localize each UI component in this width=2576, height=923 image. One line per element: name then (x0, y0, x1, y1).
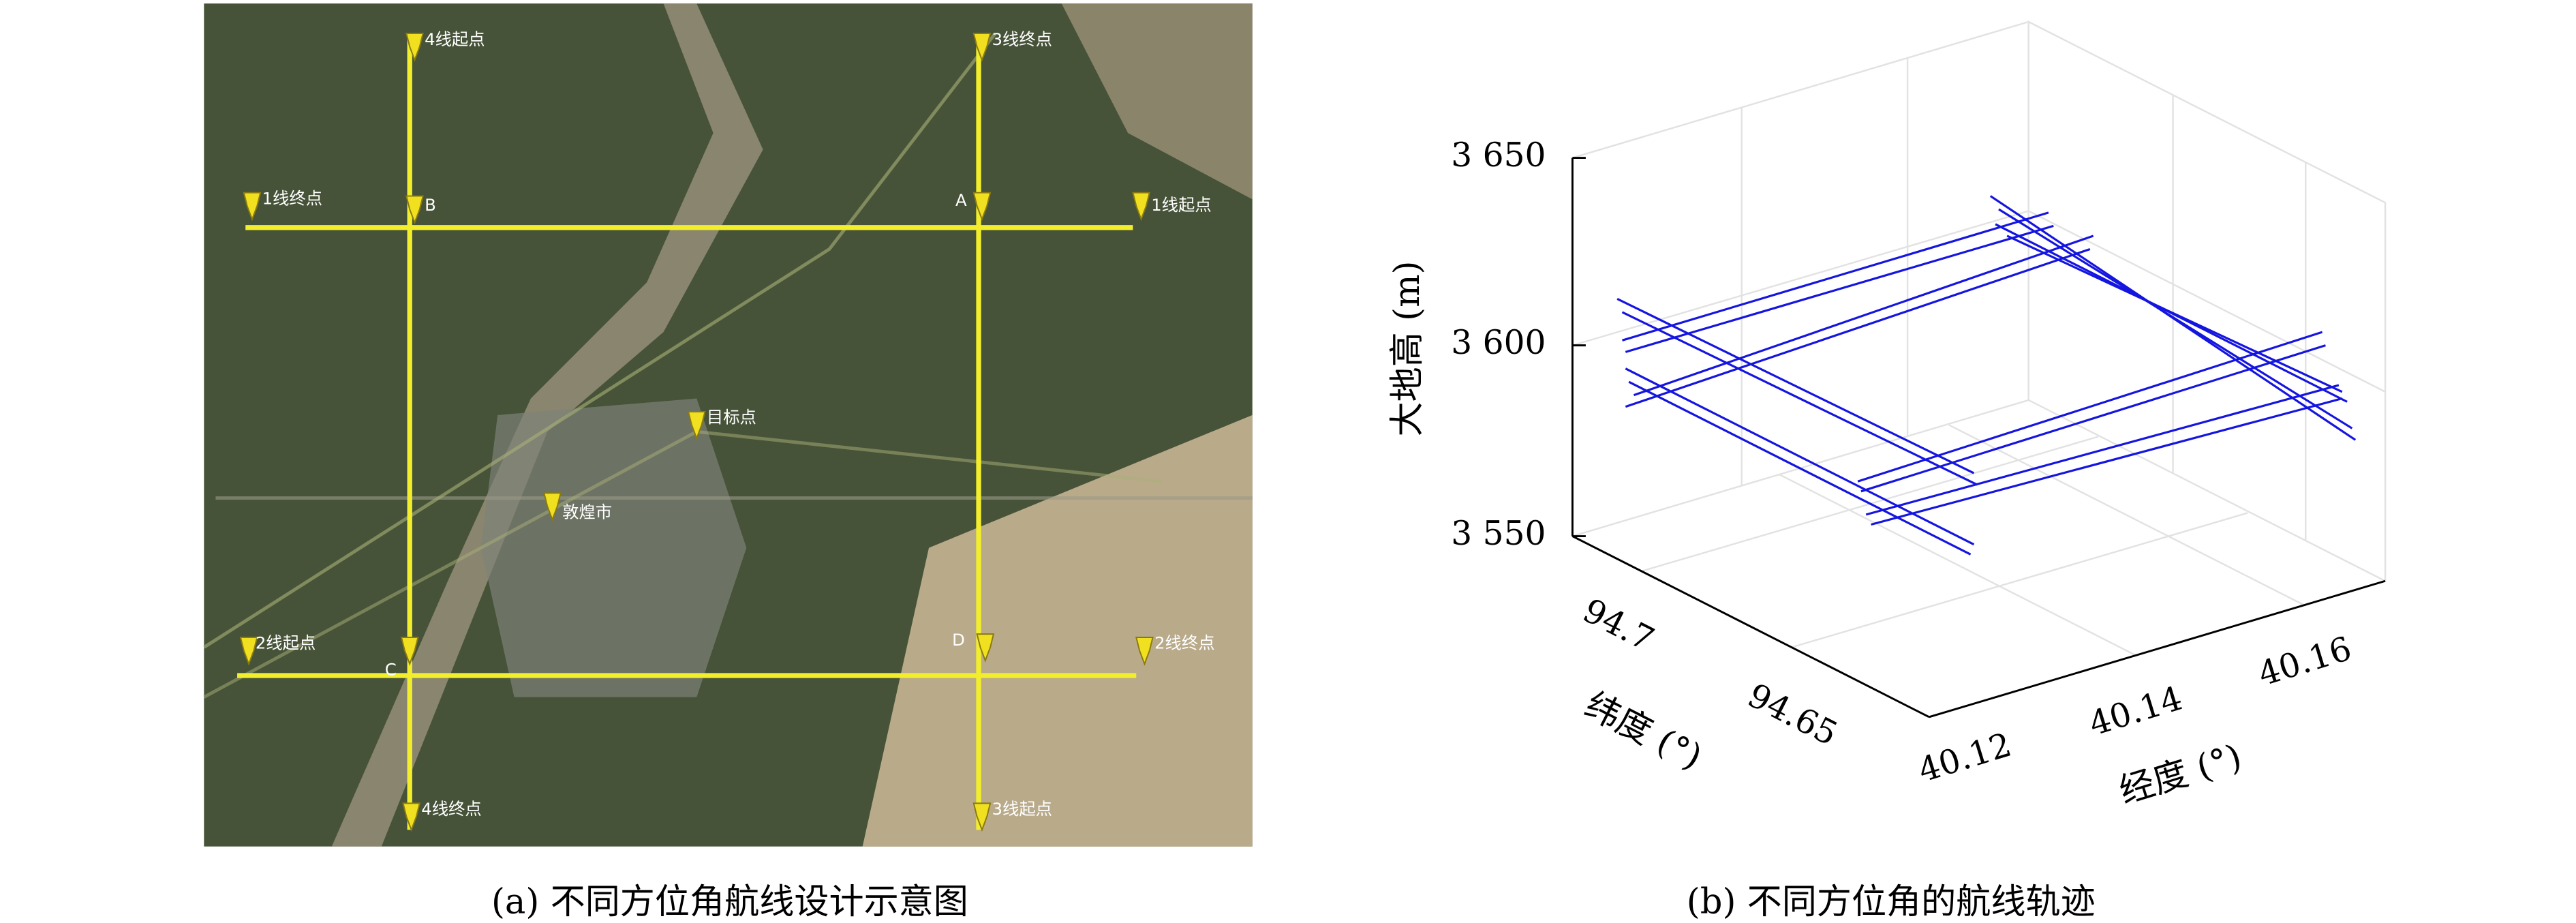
map-label: 敦煌市 (562, 502, 612, 521)
map-label: 1线起点 (1151, 195, 1211, 215)
trajectories (1616, 195, 2357, 556)
lon-tick-label: 40.14 (2085, 679, 2187, 743)
lat-axis-label: 纬度 (°) (1578, 685, 1708, 778)
map-label: 2线终点 (1154, 633, 1214, 653)
pin (972, 192, 992, 222)
map-label: C (385, 660, 397, 680)
pin (687, 411, 706, 440)
map-label: 4线起点 (425, 29, 485, 49)
pin (972, 33, 992, 62)
z-tick-label: 3 600 (1451, 324, 1546, 362)
lon-axis-label: 经度 (°) (2115, 737, 2246, 812)
map-label: 1线终点 (262, 188, 322, 208)
pin (239, 637, 258, 666)
pin (976, 633, 995, 663)
z-axis-label: 大地高 (m) (1387, 261, 1428, 437)
map-label: D (952, 630, 965, 650)
z-tick-label: 3 650 (1451, 136, 1546, 175)
lat-tick-label: 94.65 (1742, 676, 1844, 753)
map-label: B (425, 195, 436, 215)
map-label: 3线起点 (992, 799, 1052, 819)
plot-3d (1571, 20, 2387, 718)
pin (402, 802, 421, 832)
pin (400, 637, 419, 666)
pin (972, 802, 992, 832)
caption: (b) 不同方位角的航线轨迹 (1687, 882, 2096, 922)
caption: (a) 不同方位角航线设计示意图 (491, 882, 968, 922)
z-tick-label: 3 550 (1451, 515, 1546, 553)
pin (543, 492, 562, 521)
map-label: A (955, 190, 967, 210)
pin (1132, 192, 1151, 222)
map-label: 4线终点 (421, 799, 481, 819)
lat-tick-label: 94.7 (1577, 592, 1660, 659)
map-label: 2线起点 (256, 633, 316, 653)
pin (243, 192, 262, 222)
pin (405, 33, 424, 62)
lon-tick-label: 40.16 (2254, 629, 2356, 693)
pin (1135, 637, 1154, 666)
pin (405, 195, 424, 225)
map-label: 目标点 (707, 408, 756, 427)
map-label: 3线终点 (992, 29, 1052, 49)
lon-tick-label: 40.12 (1914, 726, 2016, 790)
